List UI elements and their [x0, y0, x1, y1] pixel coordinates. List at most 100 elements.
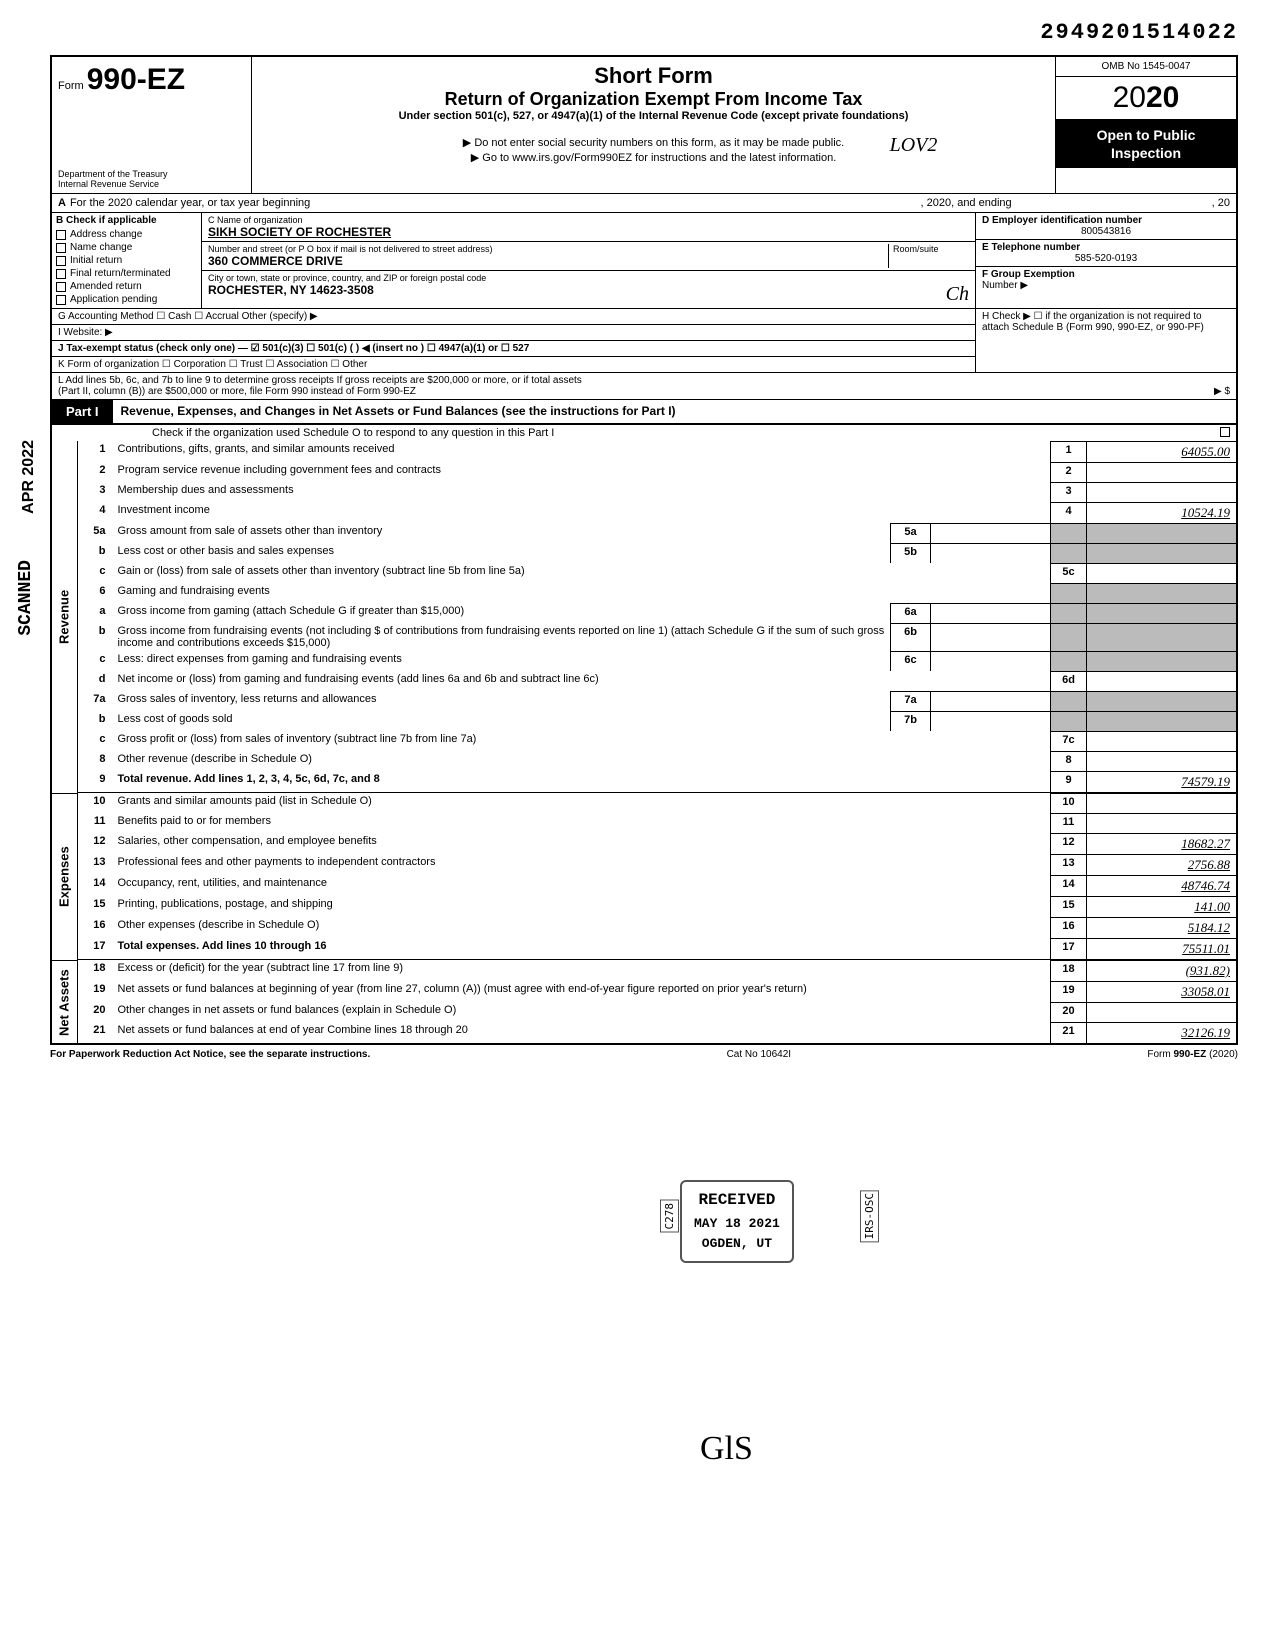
line-num: c — [78, 731, 114, 751]
line-1: 1 Contributions, gifts, grants, and simi… — [78, 441, 1237, 462]
line-6: 6 Gaming and fundraising events — [78, 583, 1237, 603]
line-box: 10 — [1050, 793, 1086, 813]
line-box: 15 — [1050, 896, 1086, 917]
line-amt: 32126.19 — [1086, 1022, 1236, 1043]
tax-year: 2020 — [1056, 77, 1236, 120]
line-8: 8 Other revenue (describe in Schedule O)… — [78, 751, 1237, 771]
side-netassets: Net Assets — [51, 960, 77, 1044]
line-num: 15 — [78, 896, 114, 917]
line-desc: Other expenses (describe in Schedule O) — [114, 917, 1051, 938]
line-5c: c Gain or (loss) from sale of assets oth… — [78, 563, 1237, 583]
mid-box: 7a — [890, 691, 930, 711]
mid-val — [930, 543, 1050, 563]
line-box: 1 — [1050, 441, 1086, 462]
line-amt: 5184.12 — [1086, 917, 1236, 938]
row-a: A For the 2020 calendar year, or tax yea… — [50, 193, 1238, 213]
mid-box: 5b — [890, 543, 930, 563]
line-desc: Total revenue. Add lines 1, 2, 3, 4, 5c,… — [114, 771, 1051, 792]
line-desc: Gross sales of inventory, less returns a… — [114, 691, 891, 711]
line-amt: 48746.74 — [1086, 875, 1236, 896]
form-id-box: Form 990-EZ Department of the Treasury I… — [52, 57, 252, 193]
line-desc: Benefits paid to or for members — [114, 813, 1051, 833]
line-num: 11 — [78, 813, 114, 833]
part1-header: Part I Revenue, Expenses, and Changes in… — [50, 400, 1238, 425]
mid-val — [930, 603, 1050, 623]
stamp-received-date: MAY 18 2021 — [694, 1214, 780, 1235]
line-box: 12 — [1050, 833, 1086, 854]
line-amt: 18682.27 — [1086, 833, 1236, 854]
subtitle: Under section 501(c), 527, or 4947(a)(1)… — [262, 110, 1045, 122]
line-amt — [1086, 813, 1236, 833]
mid-val — [930, 691, 1050, 711]
chk-address-change[interactable]: Address change — [52, 228, 201, 241]
line-box: 5c — [1050, 563, 1086, 583]
addr-label: Number and street (or P O box if mail is… — [208, 244, 884, 254]
part1-checkbox[interactable] — [1220, 427, 1230, 437]
line-amt: 141.00 — [1086, 896, 1236, 917]
line-amt — [1086, 691, 1236, 711]
stamp-received-loc: OGDEN, UT — [694, 1234, 780, 1255]
line-amt — [1086, 711, 1236, 731]
part1-tab: Part I — [52, 400, 113, 423]
line-amt: (931.82) — [1086, 960, 1236, 981]
part1-check-text: Check if the organization used Schedule … — [152, 427, 554, 439]
line-num: 9 — [78, 771, 114, 792]
chk-amended-return[interactable]: Amended return — [52, 280, 201, 293]
section-bc: B Check if applicable Address change Nam… — [50, 213, 1238, 308]
line-desc: Salaries, other compensation, and employ… — [114, 833, 1051, 854]
line-num: 18 — [78, 960, 114, 981]
line-amt: 74579.19 — [1086, 771, 1236, 792]
mid-box: 6a — [890, 603, 930, 623]
line-6b: b Gross income from fundraising events (… — [78, 623, 1237, 651]
netassets-block: 18 Excess or (deficit) for the year (sub… — [77, 960, 1237, 1044]
row-a-label: A — [58, 197, 66, 209]
line-num: b — [78, 623, 114, 651]
line-17: 17 Total expenses. Add lines 10 through … — [78, 938, 1237, 960]
row-k: K Form of organization ☐ Corporation ☐ T… — [52, 357, 975, 372]
line-box — [1050, 603, 1086, 623]
line-14: 14 Occupancy, rent, utilities, and maint… — [78, 875, 1237, 896]
line-20: 20 Other changes in net assets or fund b… — [78, 1002, 1237, 1022]
line-amt — [1086, 563, 1236, 583]
mid-val — [930, 711, 1050, 731]
line-box — [1050, 583, 1086, 603]
org-name: SIKH SOCIETY OF ROCHESTER — [208, 225, 969, 239]
line-desc: Less: direct expenses from gaming and fu… — [114, 651, 891, 671]
f-label: F Group Exemption — [982, 269, 1075, 280]
d-label: D Employer identification number — [982, 215, 1230, 226]
form-header: Form 990-EZ Department of the Treasury I… — [50, 55, 1238, 193]
line-desc: Other changes in net assets or fund bala… — [114, 1002, 1051, 1022]
mid-box: 5a — [890, 523, 930, 543]
line-desc: Membership dues and assessments — [114, 482, 1051, 502]
line-21: 21 Net assets or fund balances at end of… — [78, 1022, 1237, 1043]
title-return: Return of Organization Exempt From Incom… — [262, 89, 1045, 110]
chk-label: Application pending — [70, 294, 157, 305]
row-l2: (Part II, column (B)) are $500,000 or mo… — [58, 386, 416, 397]
line-10: 10 Grants and similar amounts paid (list… — [78, 793, 1237, 813]
row-a-text3: , 20 — [1212, 197, 1230, 209]
line-box — [1050, 691, 1086, 711]
chk-name-change[interactable]: Name change — [52, 241, 201, 254]
line-5a: 5a Gross amount from sale of assets othe… — [78, 523, 1237, 543]
line-desc: Net income or (loss) from gaming and fun… — [114, 671, 1051, 691]
line-num: b — [78, 711, 114, 731]
line-amt — [1086, 603, 1236, 623]
city-value: ROCHESTER, NY 14623-3508 — [208, 283, 374, 306]
line-box: 18 — [1050, 960, 1086, 981]
inspection-line2: Inspection — [1058, 144, 1234, 162]
line-box: 19 — [1050, 981, 1086, 1002]
line-num: 1 — [78, 441, 114, 462]
line-num: 2 — [78, 462, 114, 482]
line-amt — [1086, 523, 1236, 543]
c-label: C Name of organization — [208, 215, 969, 225]
chk-final-return[interactable]: Final return/terminated — [52, 267, 201, 280]
line-amt: 2756.88 — [1086, 854, 1236, 875]
chk-initial-return[interactable]: Initial return — [52, 254, 201, 267]
mid-box: 6c — [890, 651, 930, 671]
rows-ghijk: G Accounting Method ☐ Cash ☐ Accrual Oth… — [50, 308, 1238, 372]
line-desc: Gain or (loss) from sale of assets other… — [114, 563, 1051, 583]
chk-application-pending[interactable]: Application pending — [52, 293, 201, 306]
chk-label: Final return/terminated — [70, 268, 171, 279]
line-desc: Occupancy, rent, utilities, and maintena… — [114, 875, 1051, 896]
chk-label: Address change — [70, 229, 142, 240]
